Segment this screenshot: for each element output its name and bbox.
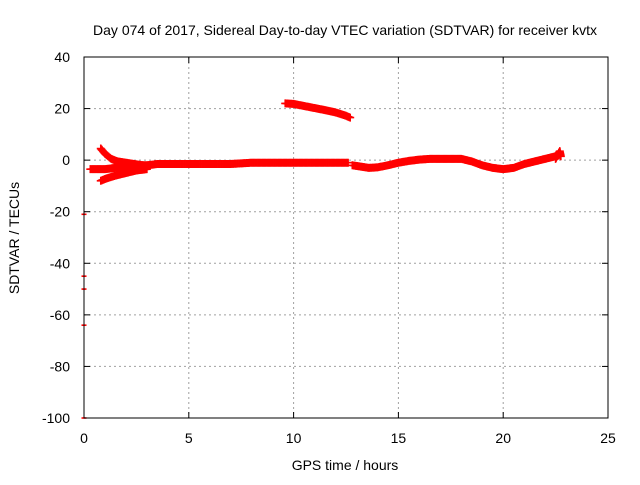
y-tick-label: 0 <box>62 152 70 168</box>
data-point <box>142 165 151 174</box>
data-point <box>344 158 353 167</box>
plot-frame <box>83 56 609 419</box>
data-segment <box>86 158 353 174</box>
x-tick-label: 20 <box>495 430 511 446</box>
data-points <box>81 99 565 419</box>
y-tick-label: 40 <box>54 49 70 65</box>
y-tick-label: -80 <box>50 358 70 374</box>
x-tick-label: 0 <box>80 430 88 446</box>
data-point <box>556 152 565 161</box>
x-tick-label: 15 <box>391 430 407 446</box>
y-tick-label: -100 <box>42 410 70 426</box>
data-segment <box>551 147 565 163</box>
chart-title: Day 074 of 2017, Sidereal Day-to-day VTE… <box>93 22 597 38</box>
x-tick-label: 25 <box>600 430 616 446</box>
data-segment <box>348 149 564 174</box>
data-segment <box>96 144 147 170</box>
y-tick-label: -20 <box>50 204 70 220</box>
data-segment <box>96 165 151 185</box>
y-tick-label: 20 <box>54 101 70 117</box>
axis-ticks: 0 5 10 15 20 25 -100 -80 -60 -40 -20 0 20 40 <box>42 49 616 446</box>
data-segment <box>281 99 355 122</box>
y-tick-label: -40 <box>50 255 70 271</box>
data-point <box>346 113 355 122</box>
x-tick-label: 5 <box>185 430 193 446</box>
y-tick-label: -60 <box>50 307 70 323</box>
y-axis-label: SDTVAR / TECUs <box>6 182 22 294</box>
x-axis-label: GPS time / hours <box>292 457 399 473</box>
grid <box>84 57 608 418</box>
x-tick-label: 10 <box>286 430 302 446</box>
